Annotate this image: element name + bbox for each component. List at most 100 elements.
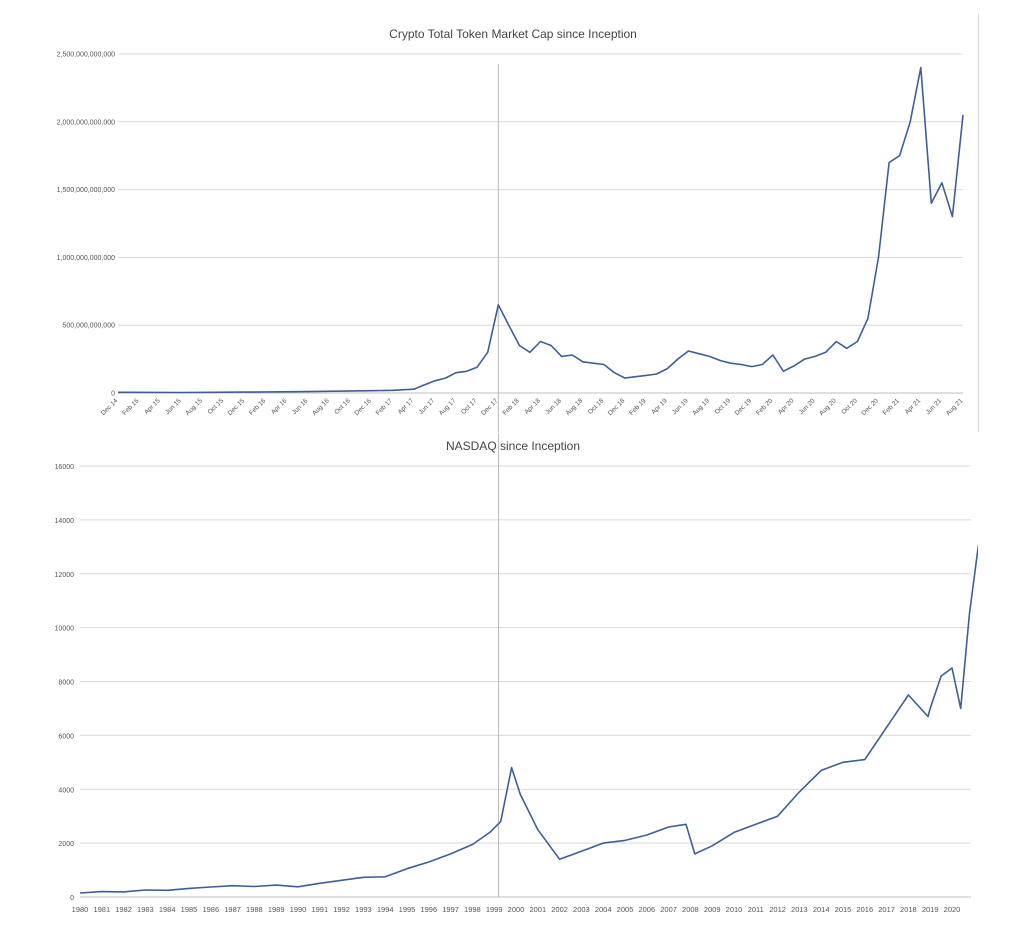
x-tick-label: Jun 16 bbox=[291, 397, 310, 416]
x-tick-label: 1992 bbox=[333, 905, 350, 914]
x-tick-label: 2003 bbox=[573, 905, 590, 914]
y-tick-label: 2,500,000,000,000 bbox=[57, 52, 115, 59]
x-tick-label: 2017 bbox=[878, 905, 895, 914]
x-tick-label: Dec 14 bbox=[100, 397, 120, 417]
x-tick-label: 2000 bbox=[508, 905, 525, 914]
x-tick-label: Feb 19 bbox=[628, 397, 648, 417]
y-tick-label: 10000 bbox=[55, 626, 75, 633]
x-tick-label: 1990 bbox=[290, 905, 307, 914]
x-tick-label: Dec 19 bbox=[734, 397, 754, 417]
x-tick-label: Feb 16 bbox=[248, 397, 268, 417]
x-tick-label: 2006 bbox=[638, 905, 655, 914]
x-tick-label: Aug 16 bbox=[311, 397, 331, 417]
x-tick-label: Aug 21 bbox=[945, 397, 965, 417]
y-tick-label: 2000 bbox=[58, 841, 74, 848]
x-tick-label: 1999 bbox=[486, 905, 503, 914]
chart-title: NASDAQ since Inception bbox=[446, 439, 580, 453]
series-line bbox=[79, 543, 978, 894]
x-tick-label: Apr 21 bbox=[904, 397, 923, 416]
x-tick-label: Oct 16 bbox=[333, 397, 352, 416]
x-tick-label: 1996 bbox=[420, 905, 437, 914]
x-tick-label: 2004 bbox=[595, 905, 612, 914]
x-tick-label: 2020 bbox=[944, 905, 961, 914]
x-tick-label: Apr 18 bbox=[523, 397, 542, 416]
crypto-chart-panel: Crypto Total Token Market Cap since Ince… bbox=[18, 14, 979, 432]
x-tick-label: Feb 18 bbox=[502, 397, 522, 417]
x-tick-label: Jun 20 bbox=[798, 397, 817, 416]
y-tick-label: 8000 bbox=[58, 680, 74, 687]
y-tick-label: 500,000,000,000 bbox=[62, 323, 115, 330]
x-tick-label: 2001 bbox=[529, 905, 546, 914]
x-tick-label: 1984 bbox=[159, 905, 176, 914]
x-tick-label: 1986 bbox=[202, 905, 219, 914]
y-tick-label: 4000 bbox=[58, 787, 74, 794]
x-tick-label: 1998 bbox=[464, 905, 481, 914]
x-tick-label: 2014 bbox=[813, 905, 830, 914]
x-tick-label: 1987 bbox=[224, 905, 241, 914]
x-tick-label: Oct 18 bbox=[587, 397, 606, 416]
x-tick-label: 1997 bbox=[442, 905, 459, 914]
x-tick-label: 2008 bbox=[682, 905, 699, 914]
series-line bbox=[117, 66, 964, 394]
x-tick-label: Apr 17 bbox=[397, 397, 416, 416]
y-tick-label: 1,000,000,000,000 bbox=[57, 255, 115, 262]
x-tick-label: Jun 18 bbox=[544, 397, 563, 416]
x-tick-label: 1991 bbox=[311, 905, 328, 914]
x-tick-label: Apr 19 bbox=[650, 397, 669, 416]
y-tick-label: 16000 bbox=[55, 464, 75, 471]
x-tick-label: Aug 15 bbox=[184, 397, 204, 417]
x-tick-label: Apr 15 bbox=[143, 397, 162, 416]
crypto-market-cap-chart: Crypto Total Token Market Cap since Ince… bbox=[57, 27, 965, 432]
x-tick-label: 1988 bbox=[246, 905, 263, 914]
x-tick-label: Feb 21 bbox=[882, 397, 902, 417]
x-tick-label: 1985 bbox=[181, 905, 198, 914]
x-tick-label: Aug 20 bbox=[818, 397, 838, 417]
x-tick-label: 2002 bbox=[551, 905, 568, 914]
x-tick-label: 2015 bbox=[835, 905, 852, 914]
x-tick-label: Dec 15 bbox=[227, 397, 247, 417]
x-tick-label: Oct 19 bbox=[714, 397, 733, 416]
x-tick-label: Oct 20 bbox=[840, 397, 859, 416]
x-tick-label: 1993 bbox=[355, 905, 372, 914]
x-tick-label: 1981 bbox=[93, 905, 110, 914]
nasdaq-chart: NASDAQ since Inception 0 2000 4000 6000 8000… bbox=[55, 433, 978, 914]
x-tick-label: Feb 15 bbox=[121, 397, 141, 417]
x-tick-label: 2016 bbox=[856, 905, 873, 914]
y-tick-label: 6000 bbox=[58, 733, 74, 740]
x-tick-label: 2012 bbox=[769, 905, 786, 914]
x-tick-label: Feb 17 bbox=[375, 397, 395, 417]
x-tick-label: 1989 bbox=[268, 905, 285, 914]
y-tick-label: 2,000,000,000,000 bbox=[57, 119, 115, 126]
chart-title: Crypto Total Token Market Cap since Ince… bbox=[389, 27, 637, 41]
x-tick-label: Dec 16 bbox=[353, 397, 373, 417]
x-tick-label: Apr 20 bbox=[777, 397, 796, 416]
x-tick-label: 1983 bbox=[137, 905, 154, 914]
x-tick-label: Jun 21 bbox=[925, 397, 944, 416]
x-tick-label: 1980 bbox=[72, 905, 89, 914]
x-tick-label: Jun 19 bbox=[671, 397, 690, 416]
x-tick-label: Dec 18 bbox=[607, 397, 627, 417]
x-tick-label: 2019 bbox=[922, 905, 939, 914]
x-tick-label: 1995 bbox=[399, 905, 416, 914]
x-tick-label: 2009 bbox=[704, 905, 721, 914]
x-tick-label: Dec 20 bbox=[860, 397, 880, 417]
x-tick-label: 2011 bbox=[748, 905, 764, 914]
x-tick-label: 2018 bbox=[900, 905, 917, 914]
x-tick-label: Aug 17 bbox=[438, 397, 458, 417]
x-tick-label: 2007 bbox=[660, 905, 677, 914]
x-tick-label: 1994 bbox=[377, 905, 394, 914]
x-tick-label: Dec 17 bbox=[480, 397, 500, 417]
x-tick-label: 2013 bbox=[791, 905, 808, 914]
x-tick-label: Aug 19 bbox=[691, 397, 711, 417]
x-tick-label: Jun 15 bbox=[164, 397, 183, 416]
x-tick-label: 1982 bbox=[115, 905, 132, 914]
x-tick-label: Oct 17 bbox=[460, 397, 479, 416]
x-tick-label: Oct 15 bbox=[207, 397, 226, 416]
nasdaq-chart-panel: NASDAQ since Inception 0 2000 4000 6000 8000… bbox=[18, 433, 978, 933]
y-tick-label: 0 bbox=[111, 391, 115, 398]
x-tick-label: Feb 20 bbox=[755, 397, 775, 417]
y-tick-label: 14000 bbox=[55, 518, 75, 525]
x-tick-label: 2010 bbox=[726, 905, 743, 914]
y-tick-label: 1,500,000,000,000 bbox=[57, 187, 115, 194]
y-tick-label: 0 bbox=[70, 895, 74, 902]
